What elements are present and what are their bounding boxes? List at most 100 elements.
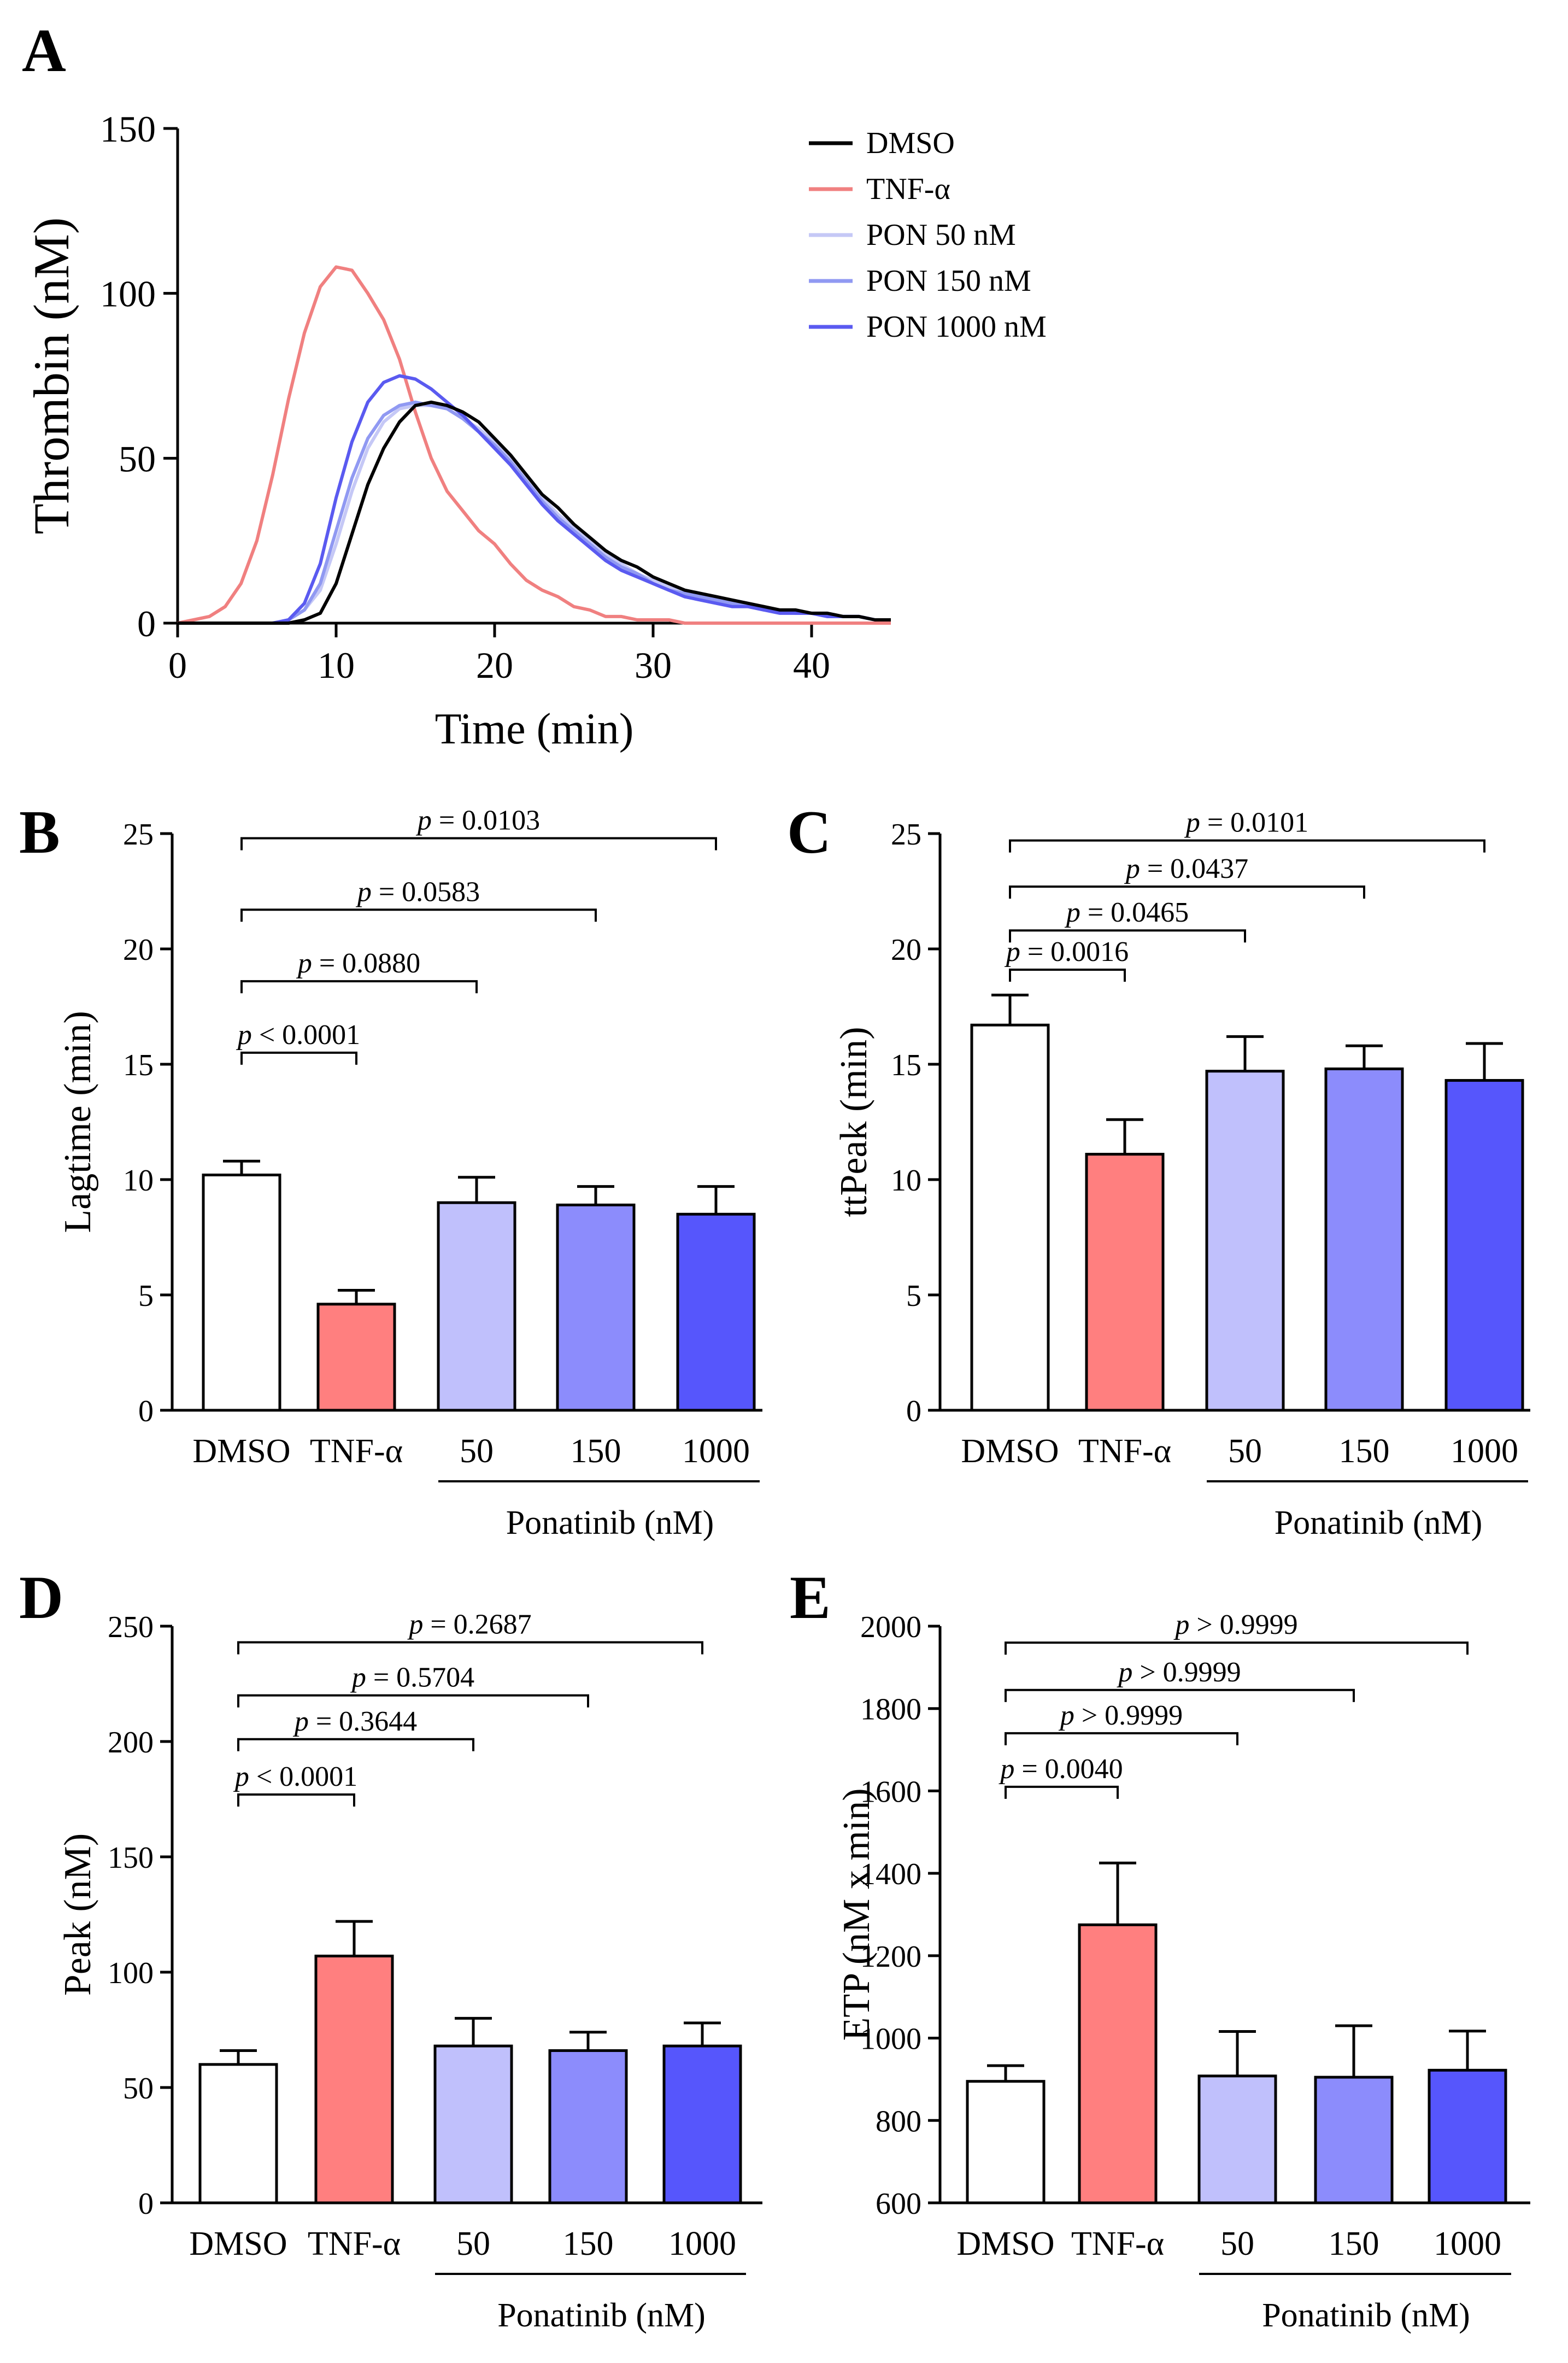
y-tick-label: 1200 xyxy=(860,1940,921,1974)
category-label: DMSO xyxy=(189,2225,287,2262)
category-label: 50 xyxy=(1220,2225,1254,2262)
y-tick-label: 50 xyxy=(119,438,156,479)
bar-DMSO xyxy=(966,2080,1046,2204)
category-label: DMSO xyxy=(192,1433,290,1470)
comparison-bracket xyxy=(237,1641,703,1655)
comparison-bracket xyxy=(1005,1688,1355,1702)
category-label: TNF-α xyxy=(310,1433,403,1470)
bar-150 xyxy=(548,2049,628,2204)
category-label: 1000 xyxy=(668,2225,736,2262)
y-tick-label: 1600 xyxy=(860,1775,921,1809)
category-label: 150 xyxy=(571,1433,621,1470)
legend-label: TNF-α xyxy=(866,172,950,206)
y-tick-label: 0 xyxy=(137,603,156,644)
category-label: 50 xyxy=(456,2225,490,2262)
y-tick-label: 1800 xyxy=(860,1693,921,1727)
series-line-DMSO xyxy=(178,400,891,625)
legend-label: PON 1000 nM xyxy=(866,310,1047,344)
bar-50 xyxy=(437,1201,516,1412)
legend-label: PON 50 nM xyxy=(866,218,1016,252)
p-value-label: p < 0.0001 xyxy=(236,1019,360,1051)
y-tick-label: 200 xyxy=(108,1726,154,1760)
bar-1000 xyxy=(1428,2068,1507,2204)
p-value-label: p = 0.0103 xyxy=(415,805,540,836)
y-tick-label: 15 xyxy=(891,1048,921,1082)
bar-DMSO xyxy=(198,2063,278,2204)
p-value-label: p < 0.0001 xyxy=(233,1761,357,1792)
comparison-bracket xyxy=(1009,839,1485,853)
comparison-bracket xyxy=(1009,968,1126,982)
category-label: 50 xyxy=(460,1433,494,1470)
category-label: 150 xyxy=(563,2225,614,2262)
bar-50 xyxy=(433,2044,513,2204)
x-tick-label: 20 xyxy=(476,644,513,686)
y-axis-label: ttPeak (min) xyxy=(833,1027,875,1217)
category-label: DMSO xyxy=(956,2225,1054,2262)
y-axis-label: Lagtime (min) xyxy=(57,1011,99,1233)
x-axis-label: Time (min) xyxy=(435,705,634,753)
p-value-label: p = 0.0101 xyxy=(1184,807,1308,839)
category-label: DMSO xyxy=(961,1433,1059,1470)
p-value-label: p = 0.0016 xyxy=(1004,936,1129,968)
legend-label: DMSO xyxy=(866,126,955,160)
bar-150 xyxy=(1324,1067,1404,1412)
y-tick-label: 10 xyxy=(891,1164,921,1198)
p-value-label: p = 0.2687 xyxy=(407,1609,531,1640)
comparison-bracket xyxy=(240,1051,357,1065)
p-value-label: p > 0.9999 xyxy=(1173,1609,1297,1640)
p-value-label: p = 0.0465 xyxy=(1064,897,1189,928)
bar-TNF-α xyxy=(1078,1923,1158,2204)
y-tick-label: 25 xyxy=(123,818,154,852)
x-tick-label: 10 xyxy=(318,644,355,686)
series-line-PON-50-nM xyxy=(178,403,891,625)
y-axis-label: ETP (nM x min) xyxy=(836,1788,878,2040)
y-tick-label: 1400 xyxy=(860,1857,921,1891)
y-tick-label: 100 xyxy=(100,273,156,315)
y-tick-label: 100 xyxy=(108,1956,154,1990)
p-value-label: p > 0.9999 xyxy=(1058,1700,1183,1731)
series-line-TNF-α xyxy=(177,265,891,625)
comparison-bracket xyxy=(1005,1641,1469,1655)
y-tick-label: 15 xyxy=(123,1048,154,1082)
y-tick-label: 150 xyxy=(100,108,156,150)
category-label: 150 xyxy=(1339,1433,1390,1470)
y-tick-label: 250 xyxy=(108,1610,154,1644)
y-tick-label: 1000 xyxy=(860,2022,921,2056)
y-tick-label: 2000 xyxy=(860,1610,921,1644)
y-tick-label: 0 xyxy=(906,1394,921,1428)
comparison-bracket xyxy=(1005,1785,1119,1799)
category-label: 50 xyxy=(1228,1433,1262,1470)
series-line-PON-1000-nM xyxy=(178,374,891,625)
p-value-label: p = 0.3644 xyxy=(292,1706,417,1737)
comparison-bracket xyxy=(240,837,717,851)
y-tick-label: 800 xyxy=(876,2104,921,2138)
y-tick-label: 20 xyxy=(891,933,921,967)
bar-TNF-α xyxy=(314,1954,394,2204)
bar-TNF-α xyxy=(1085,1153,1165,1412)
comparison-bracket xyxy=(1005,1732,1238,1745)
x-tick-label: 30 xyxy=(635,644,672,686)
y-tick-label: 0 xyxy=(138,2187,154,2221)
x-tick-label: 40 xyxy=(793,644,830,686)
panel-letter-B: B xyxy=(19,799,60,866)
panel-letter-D: D xyxy=(19,1564,63,1632)
comparison-bracket xyxy=(237,1738,474,1751)
x-tick-label: 0 xyxy=(168,644,187,686)
comparison-bracket xyxy=(237,1694,589,1708)
p-value-label: p = 0.0583 xyxy=(355,876,480,907)
bar-150 xyxy=(1314,2075,1394,2204)
category-label: TNF-α xyxy=(1078,1433,1171,1470)
y-axis-label: Thrombin (nM) xyxy=(24,217,79,534)
comparison-bracket xyxy=(1009,886,1365,899)
y-tick-label: 50 xyxy=(123,2072,154,2106)
p-value-label: p = 0.0437 xyxy=(1124,853,1248,884)
p-value-label: p = 0.5704 xyxy=(350,1662,474,1693)
bar-150 xyxy=(556,1203,636,1412)
y-tick-label: 0 xyxy=(138,1394,154,1428)
group-label: Ponatinib (nM) xyxy=(1275,1504,1483,1541)
category-label: TNF-α xyxy=(1071,2225,1164,2262)
bar-DMSO xyxy=(202,1174,281,1412)
y-tick-label: 150 xyxy=(108,1841,154,1875)
bar-50 xyxy=(1197,2074,1277,2204)
